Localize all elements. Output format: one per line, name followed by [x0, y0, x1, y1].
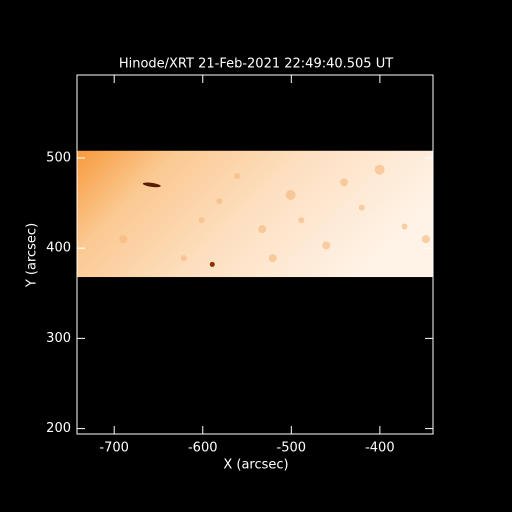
y-tick-label: 400 — [46, 241, 71, 256]
x-tick-label: -600 — [188, 441, 218, 456]
bright-point — [421, 235, 430, 244]
plot-frame — [76, 74, 434, 435]
bright-point — [374, 164, 385, 175]
chart-title: Hinode/XRT 21-Feb-2021 22:49:40.505 UT — [119, 57, 393, 72]
x-axis-label: X (arcsec) — [223, 458, 288, 473]
x-tick-label: -500 — [277, 441, 307, 456]
bright-point — [298, 217, 305, 224]
y-axis-label: Y (arcsec) — [25, 223, 40, 288]
bright-point — [285, 189, 296, 200]
y-tick-label: 500 — [46, 150, 71, 165]
bright-point — [234, 173, 241, 180]
bright-point — [119, 235, 128, 244]
bright-point — [198, 217, 205, 224]
bright-point — [401, 223, 408, 230]
bright-point — [340, 178, 348, 187]
bright-point — [322, 241, 331, 250]
solar-image — [77, 150, 433, 278]
image-extent — [77, 150, 433, 278]
y-tick-label: 200 — [46, 421, 71, 436]
bright-point — [180, 255, 187, 262]
bright-point — [268, 254, 277, 263]
bright-point — [258, 225, 267, 234]
bright-point — [358, 204, 365, 211]
y-tick-label: 300 — [46, 331, 71, 346]
x-tick-label: -700 — [99, 441, 129, 456]
dark-spot — [209, 261, 215, 267]
x-tick-label: -400 — [365, 441, 395, 456]
bright-point — [216, 198, 223, 205]
dark-feature — [142, 182, 161, 188]
